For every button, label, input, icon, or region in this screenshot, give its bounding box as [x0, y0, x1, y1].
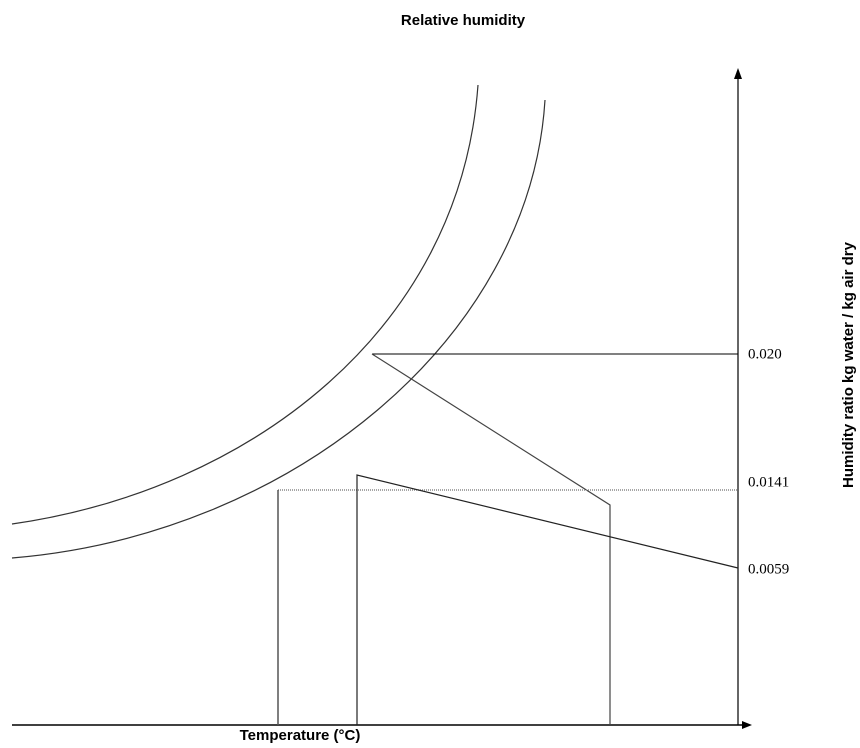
- y-arrow: [734, 68, 742, 79]
- humidity-curve: [11, 99, 546, 559]
- x-arrow: [742, 721, 752, 729]
- y-axis-label: Humidity ratio kg water / kg air dry: [840, 241, 857, 488]
- process-line: [356, 474, 739, 725]
- level-label: 0.020: [748, 346, 782, 362]
- title: Relative humidity: [401, 12, 526, 29]
- humidity-curve: [11, 84, 479, 525]
- level-label: 0.0059: [748, 561, 789, 577]
- x-axis-label: Temperature (°C): [240, 727, 361, 744]
- level-label: 0.0141: [748, 474, 789, 490]
- process-line: [371, 353, 611, 725]
